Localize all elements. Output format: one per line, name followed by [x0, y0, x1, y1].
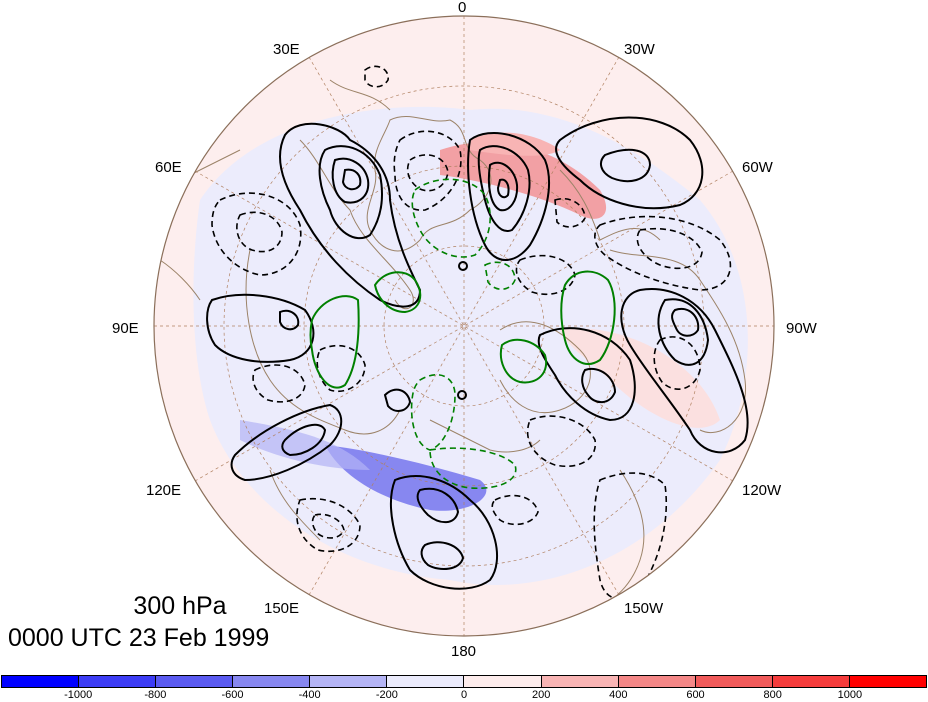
green-contours: [309, 270, 616, 389]
colorbar-segment: [2, 676, 80, 687]
colorbar-segment: [849, 676, 926, 687]
colorbar-segment: [464, 676, 542, 687]
colorbar-segment: [772, 676, 850, 687]
lon-label-150w: 150W: [624, 600, 664, 617]
colorbar-tick-label: 400: [609, 689, 628, 701]
colorbar-tick-label: -800: [144, 689, 167, 701]
lon-label-60e: 60E: [155, 159, 182, 176]
lon-label-120e: 120E: [146, 482, 182, 499]
colorbar-tick-label: 0: [460, 689, 468, 701]
colorbar-tick-label: 200: [531, 689, 551, 701]
colorbar-tick-label: 800: [763, 689, 782, 701]
negative-contours: [211, 65, 732, 600]
green-dashed-contours: [410, 178, 517, 490]
positive-contours: [206, 116, 749, 590]
map-border: [153, 15, 775, 637]
colorbar-tick-label: -200: [375, 689, 398, 701]
lon-label-60w: 60W: [742, 159, 773, 176]
colorbar-segment: [233, 676, 311, 687]
colorbar-tick-label: -1000: [64, 689, 93, 701]
colorbar-segment: [79, 676, 157, 687]
colorbar-segment: [310, 676, 388, 687]
colorbar-segment: [541, 676, 619, 687]
lon-label-90w: 90W: [786, 320, 817, 337]
valid-time-caption: 0000 UTC 23 Feb 1999: [8, 624, 270, 652]
lon-label-180: 180: [451, 643, 477, 660]
colorbar-tick-label: 1000: [837, 689, 863, 701]
colorbar-segment: [156, 676, 234, 687]
lon-label-30e: 30E: [273, 41, 300, 58]
lon-label-150e: 150E: [264, 600, 300, 617]
colorbar-tick-label: 600: [686, 689, 705, 701]
colorbar: [1, 675, 927, 688]
colorbar-tick-label: -600: [221, 689, 244, 701]
colorbar-segment: [695, 676, 773, 687]
lon-label-30w: 30W: [624, 41, 655, 58]
colorbar-segment: [618, 676, 696, 687]
pressure-level-caption: 300 hPa: [133, 592, 227, 620]
lon-label-120w: 120W: [742, 482, 782, 499]
lon-label-0: 0: [458, 0, 467, 16]
colorbar-segment: [387, 676, 465, 687]
colorbar-tick-label: -400: [298, 689, 321, 701]
lon-label-90e: 90E: [112, 320, 139, 337]
